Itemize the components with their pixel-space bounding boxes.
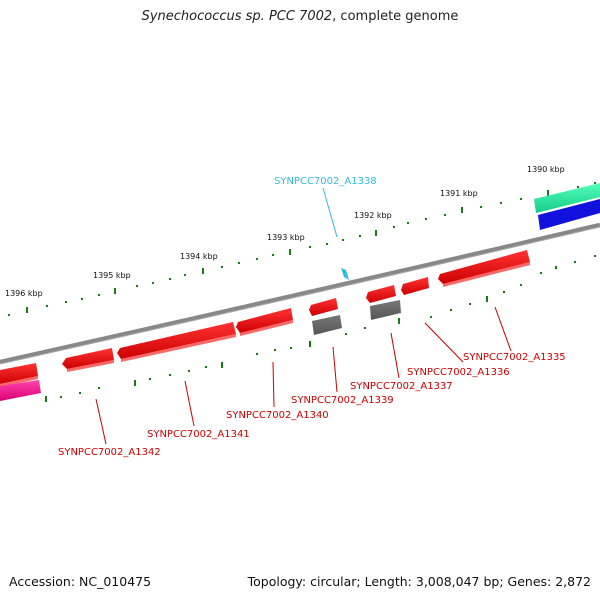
tick-label-1392: 1392 kbp: [354, 211, 392, 220]
gene-SYNPCC7002-A1336[interactable]: [401, 277, 429, 295]
gene-SYNPCC7002-A1337[interactable]: [366, 285, 396, 303]
feature-SYNPCC7002-A1338[interactable]: [341, 268, 349, 280]
gene-blue-1390[interactable]: [538, 199, 600, 230]
accession-text: Accession: NC_010475: [9, 574, 152, 589]
gene-SYNPCC7002-A1339[interactable]: [309, 298, 338, 316]
gene-gray-1339[interactable]: [312, 315, 342, 335]
gene-SYNPCC7002-A1342[interactable]: [62, 348, 114, 372]
tick-label-1390: 1390 kbp: [527, 165, 565, 174]
tick-label-1391: 1391 kbp: [440, 189, 478, 198]
gene-SYNPCC7002-A1340[interactable]: [236, 308, 293, 336]
gene-green-1390[interactable]: [534, 183, 600, 213]
title-suffix: , complete genome: [332, 9, 459, 24]
tick-label-1393: 1393 kbp: [267, 233, 305, 242]
label-SYNPCC7002-A1336[interactable]: SYNPCC7002_A1336: [407, 367, 510, 378]
tick-label-1395: 1395 kbp: [93, 271, 131, 280]
label-SYNPCC7002-A1335[interactable]: SYNPCC7002_A1335: [463, 352, 566, 363]
gene-gray-1337[interactable]: [370, 300, 401, 320]
gene-SYNPCC7002-A1341[interactable]: [117, 322, 236, 362]
gene-magenta-left-edge[interactable]: [0, 380, 41, 401]
label-SYNPCC7002-A1342[interactable]: SYNPCC7002_A1342: [58, 447, 161, 458]
label-SYNPCC7002-A1341[interactable]: SYNPCC7002_A1341: [147, 429, 250, 440]
gene-red-left-edge[interactable]: [0, 363, 38, 387]
tick-label-1396: 1396 kbp: [5, 289, 43, 298]
feature-labels: SYNPCC7002_A1338 SYNPCC7002_A1335 SYNPCC…: [58, 176, 566, 458]
label-SYNPCC7002-A1338[interactable]: SYNPCC7002_A1338: [274, 176, 377, 187]
inner-track: [45, 255, 596, 402]
minor-ticks: [8, 182, 596, 316]
label-SYNPCC7002-A1340[interactable]: SYNPCC7002_A1340: [226, 410, 329, 421]
tick-label-1394: 1394 kbp: [180, 252, 218, 261]
major-ticks: [26, 190, 549, 313]
genome-backbone: [0, 222, 600, 365]
label-SYNPCC7002-A1339[interactable]: SYNPCC7002_A1339: [291, 395, 394, 406]
map-title: Synechococcus sp. PCC 7002, complete gen…: [0, 9, 600, 24]
label-connectors: [95, 187, 512, 445]
gene-SYNPCC7002-A1335[interactable]: [438, 250, 530, 287]
scale-labels: 1390 kbp 1391 kbp 1392 kbp 1393 kbp 1394…: [5, 165, 565, 298]
scale-track: 1390 kbp 1391 kbp 1392 kbp 1393 kbp 1394…: [5, 165, 596, 316]
label-SYNPCC7002-A1337[interactable]: SYNPCC7002_A1337: [350, 381, 453, 392]
species-name: Synechococcus sp. PCC 7002: [141, 9, 333, 24]
genome-summary: Topology: circular; Length: 3,008,047 bp…: [247, 574, 591, 589]
